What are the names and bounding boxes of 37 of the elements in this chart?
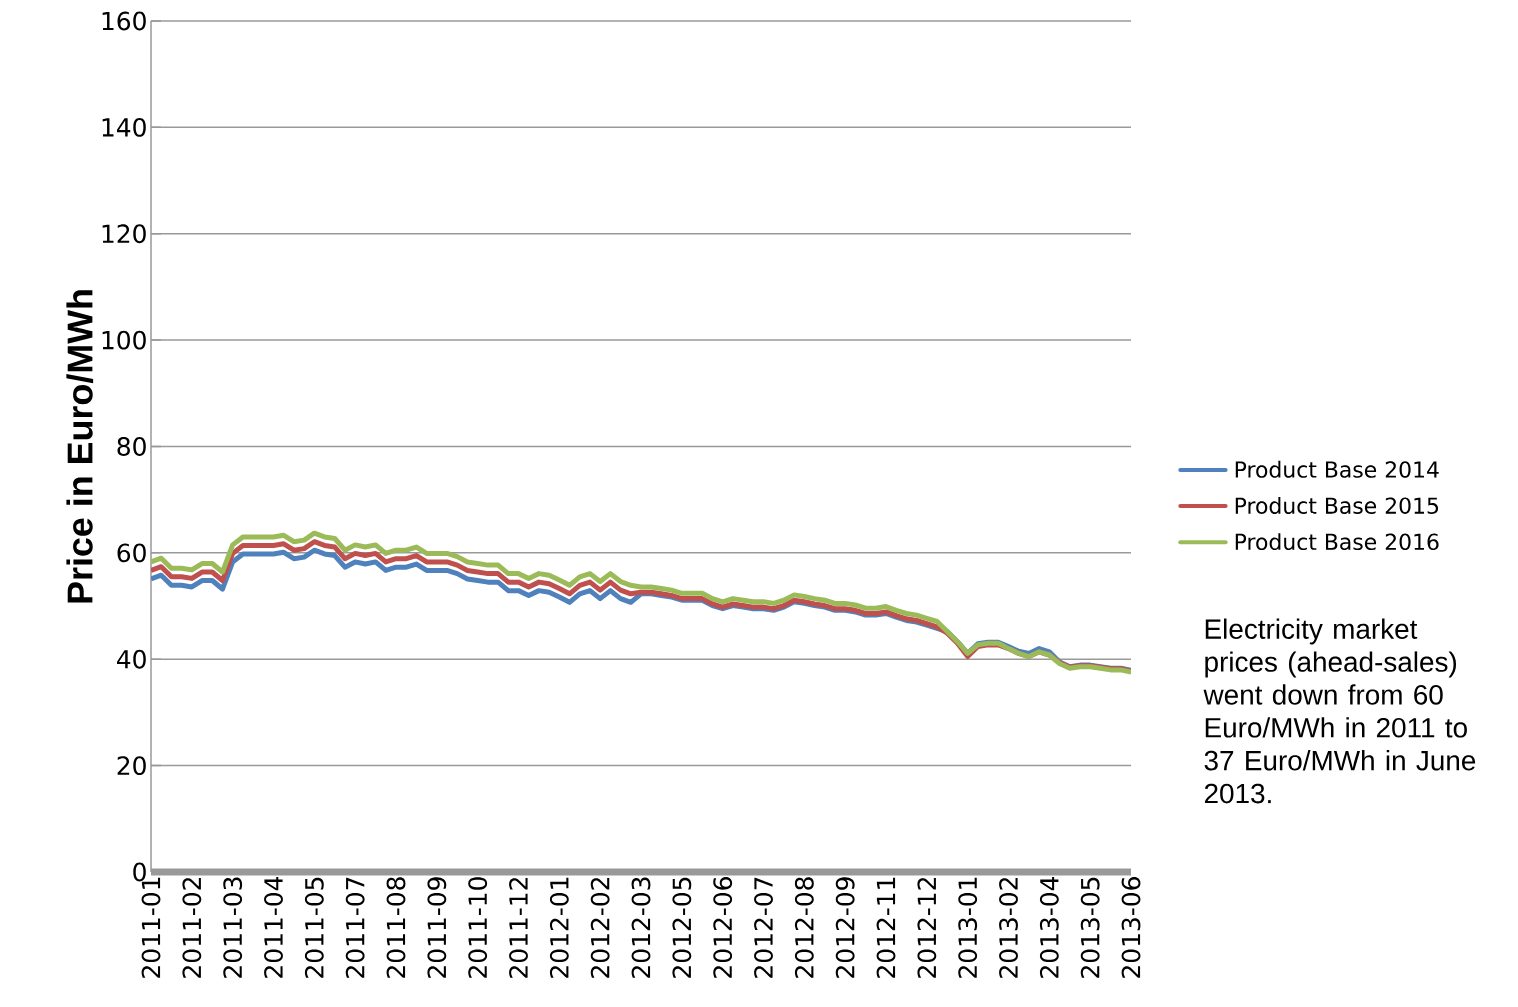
y-tick-label: 120 — [102, 224, 146, 244]
y-tick-label: 40 — [117, 649, 146, 669]
x-tick-label: 2011-07 — [345, 877, 365, 978]
x-tick-label: 2013-04 — [1039, 876, 1059, 978]
y-axis-title: Price in Euro/MWh — [66, 290, 94, 603]
y-tick-label: 160 — [102, 11, 146, 31]
x-tick-label: 2011-03 — [223, 877, 243, 978]
x-tick-label: 2013-01 — [958, 877, 978, 978]
x-tick-label: 2011-12 — [509, 878, 528, 978]
x-tick-label: 2011-08 — [386, 877, 406, 978]
y-tick-label: 80 — [117, 437, 146, 456]
legend-label: Product Base 2016 — [1235, 533, 1439, 551]
x-tick-label: 2013-06 — [1121, 877, 1141, 978]
x-tick-label: 2012-02 — [590, 878, 610, 978]
x-tick-label: 2011-02 — [182, 878, 202, 978]
x-tick-label: 2012-01 — [549, 877, 569, 978]
y-tick-label: 140 — [102, 117, 146, 137]
x-tick-label: 2011-10 — [468, 877, 488, 978]
x-tick-label: 2013-02 — [999, 878, 1018, 978]
x-tick-label: 2012-07 — [754, 877, 773, 978]
x-tick-label: 2011-05 — [304, 877, 324, 978]
x-tick-label: 2012-11 — [876, 877, 896, 978]
x-tick-label: 2012-05 — [672, 877, 692, 978]
x-tick-label: 2012-08 — [794, 877, 814, 978]
x-tick-label: 2012-09 — [835, 877, 855, 978]
x-tick-label: 2012-12 — [917, 878, 937, 978]
x-tick-label: 2011-04 — [264, 876, 283, 978]
y-tick-label: 100 — [102, 330, 146, 350]
x-tick-label: 2011-09 — [427, 877, 447, 978]
text: Electricity market prices (ahead-sales) went down from 60 Euro/MWh in 2011 to 37 Euro/MWh in June 2013. — [1203, 618, 1476, 804]
x-tick-label: 2013-05 — [1080, 877, 1100, 978]
y-tick-label: 60 — [117, 543, 146, 563]
legend-label: Product Base 2014 — [1235, 460, 1439, 478]
x-tick-label: 2012-03 — [631, 877, 651, 978]
legend-label: Product Base 2015 — [1235, 497, 1439, 514]
x-tick-label: 2012-06 — [713, 877, 733, 978]
y-tick-label: 20 — [117, 756, 146, 776]
